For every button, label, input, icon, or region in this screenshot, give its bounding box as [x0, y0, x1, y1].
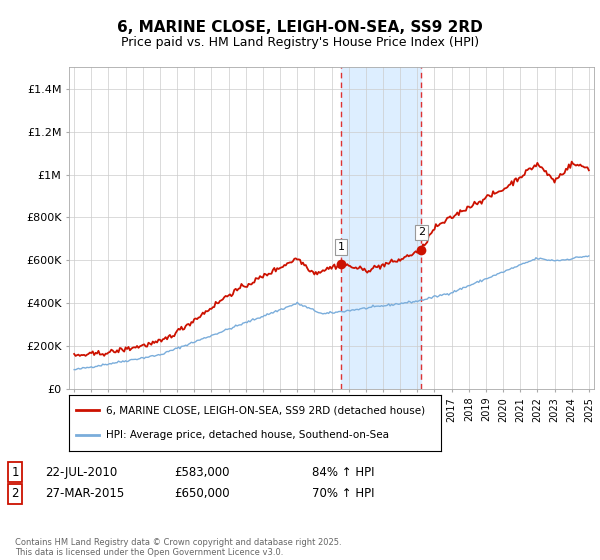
- Text: 1: 1: [11, 465, 19, 479]
- Text: £583,000: £583,000: [174, 465, 229, 479]
- Text: 22-JUL-2010: 22-JUL-2010: [45, 465, 117, 479]
- Text: HPI: Average price, detached house, Southend-on-Sea: HPI: Average price, detached house, Sout…: [106, 430, 389, 440]
- Text: 2: 2: [418, 227, 425, 237]
- Bar: [341, 67, 421, 389]
- Text: 70% ↑ HPI: 70% ↑ HPI: [312, 487, 374, 501]
- Text: Contains HM Land Registry data © Crown copyright and database right 2025.
This d: Contains HM Land Registry data © Crown c…: [15, 538, 341, 557]
- Text: £650,000: £650,000: [174, 487, 230, 501]
- Text: 1: 1: [337, 242, 344, 252]
- Text: 84% ↑ HPI: 84% ↑ HPI: [312, 465, 374, 479]
- Text: 6, MARINE CLOSE, LEIGH-ON-SEA, SS9 2RD: 6, MARINE CLOSE, LEIGH-ON-SEA, SS9 2RD: [117, 20, 483, 35]
- Text: 6, MARINE CLOSE, LEIGH-ON-SEA, SS9 2RD (detached house): 6, MARINE CLOSE, LEIGH-ON-SEA, SS9 2RD (…: [106, 405, 425, 416]
- Text: 2: 2: [11, 487, 19, 501]
- Text: Price paid vs. HM Land Registry's House Price Index (HPI): Price paid vs. HM Land Registry's House …: [121, 36, 479, 49]
- Text: 27-MAR-2015: 27-MAR-2015: [45, 487, 124, 501]
